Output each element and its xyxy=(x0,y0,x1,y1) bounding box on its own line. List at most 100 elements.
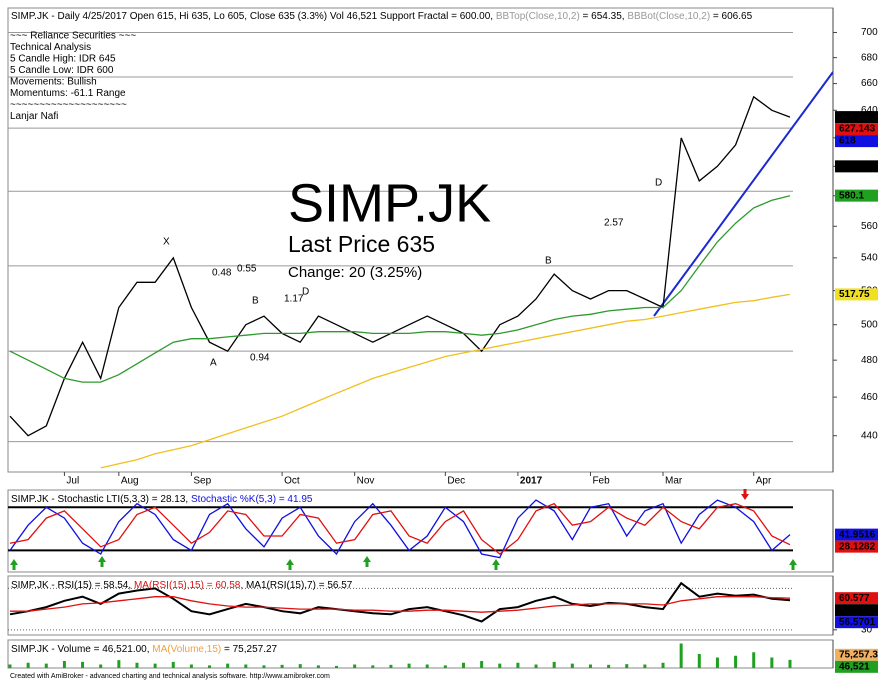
note: ~~~~~~~~~~~~~~~~~~~~ xyxy=(10,100,127,111)
value-tag xyxy=(835,592,878,605)
bar xyxy=(625,664,629,668)
value-tag-label: 627.143 xyxy=(839,124,876,135)
series-line xyxy=(9,95,791,437)
bar xyxy=(480,661,484,668)
bar xyxy=(335,665,339,668)
series-line xyxy=(9,195,791,383)
x-tick-label: Nov xyxy=(357,476,375,487)
value-tag xyxy=(835,288,878,301)
value-tag xyxy=(835,604,878,617)
note: Movements: Bullish xyxy=(10,77,97,88)
title-part: SIMP.JK - Stochastic LTI(5,3,3) = 28.13, xyxy=(11,494,191,505)
bar xyxy=(407,663,411,668)
bar xyxy=(208,665,212,668)
bar xyxy=(643,664,647,668)
bar xyxy=(734,655,738,668)
signal-arrow xyxy=(363,556,371,567)
bar xyxy=(44,663,48,668)
pattern-label: X xyxy=(163,237,170,248)
trend-line xyxy=(653,71,833,317)
value-tag-label: 635 xyxy=(839,112,856,123)
x-tick-label: Mar xyxy=(665,476,683,487)
note: Technical Analysis xyxy=(10,42,91,53)
bar xyxy=(697,654,701,668)
plot-area xyxy=(8,499,793,559)
bar xyxy=(570,663,574,668)
panel-title: SIMP.JK - Volume = 46,521.00, MA(Volume,… xyxy=(11,644,278,655)
bar xyxy=(770,657,774,668)
value-tag-label: 75,257.3 xyxy=(839,649,878,660)
bar xyxy=(99,664,103,668)
series-line xyxy=(100,293,791,469)
value-tag-label: 517.75 xyxy=(839,289,870,300)
value-tag-label: 60.577 xyxy=(839,593,870,604)
y-tick-label: 640 xyxy=(861,105,878,116)
note: ~~~ Reliance Securities ~~~ xyxy=(10,31,136,42)
title-part: MA(Volume,15) xyxy=(152,644,221,655)
x-tick-label: 2017 xyxy=(520,476,543,487)
x-tick-label: Sep xyxy=(193,476,211,487)
panel-title: SIMP.JK - RSI(15) = 58.54, MA(RSI(15),15… xyxy=(11,580,353,591)
y-tick-label: 30 xyxy=(861,624,873,635)
series-line xyxy=(10,596,791,613)
pattern-label: 1.17 xyxy=(284,294,304,305)
bar xyxy=(62,661,66,668)
y-tick-label: 500 xyxy=(861,319,878,330)
y-tick-label: 660 xyxy=(861,78,878,89)
title-part: BBTop(Close,10,2) xyxy=(496,11,580,22)
y-tick-label: 700 xyxy=(861,27,878,38)
title-part: SIMP.JK - RSI(15) = 58.54, xyxy=(11,580,134,591)
signal-arrow xyxy=(789,559,797,570)
signal-arrow xyxy=(286,559,294,570)
series-line xyxy=(9,502,791,555)
bar xyxy=(607,664,611,668)
pattern-label: B xyxy=(545,256,552,267)
bar xyxy=(226,663,230,668)
bar xyxy=(353,664,357,668)
value-tag xyxy=(835,660,878,673)
note: Lanjar Nafi xyxy=(10,111,58,122)
bar xyxy=(389,664,393,668)
bar xyxy=(679,643,683,668)
value-tag xyxy=(835,540,878,553)
bar xyxy=(552,661,556,668)
value-tag xyxy=(835,111,878,124)
x-tick-label: Jul xyxy=(66,476,79,487)
bar xyxy=(8,664,12,668)
bar xyxy=(588,664,592,668)
panel-title: SIMP.JK - Daily 4/25/2017 Open 615, Hi 6… xyxy=(11,11,753,22)
title-part: BBBot(Close,10,2) xyxy=(627,11,710,22)
series-line xyxy=(9,499,791,559)
signal-arrow xyxy=(10,559,18,570)
plot-area xyxy=(8,581,793,631)
y-tick-label: 680 xyxy=(861,52,878,63)
bar xyxy=(244,664,248,668)
value-tag-label: 56.5701 xyxy=(839,617,876,628)
y-tick-label: 440 xyxy=(861,430,878,441)
signal-arrow xyxy=(492,559,500,570)
bar xyxy=(425,664,429,668)
bar xyxy=(153,663,157,668)
y-tick-label: 540 xyxy=(861,252,878,263)
note: 5 Candle Low: IDR 600 xyxy=(10,65,114,76)
signal-arrow xyxy=(741,489,749,500)
value-tag xyxy=(835,189,878,202)
value-tag xyxy=(835,528,878,541)
bar xyxy=(461,662,465,668)
change: Change: 20 (3.25%) xyxy=(288,264,422,281)
y-tick-label: 460 xyxy=(861,392,878,403)
title-part: SIMP.JK - Daily 4/25/2017 Open 615, Hi 6… xyxy=(11,11,496,22)
headline: SIMP.JK xyxy=(288,173,491,233)
last-price: Last Price 635 xyxy=(288,231,435,257)
footer: Created with AmiBroker - advanced charti… xyxy=(10,673,330,680)
value-tag xyxy=(835,135,878,148)
bar xyxy=(280,664,284,668)
bar xyxy=(498,663,502,668)
bar xyxy=(262,665,266,668)
bar xyxy=(752,652,756,668)
signal-arrow xyxy=(98,556,106,567)
value-tag xyxy=(835,160,878,173)
bar xyxy=(189,664,193,668)
